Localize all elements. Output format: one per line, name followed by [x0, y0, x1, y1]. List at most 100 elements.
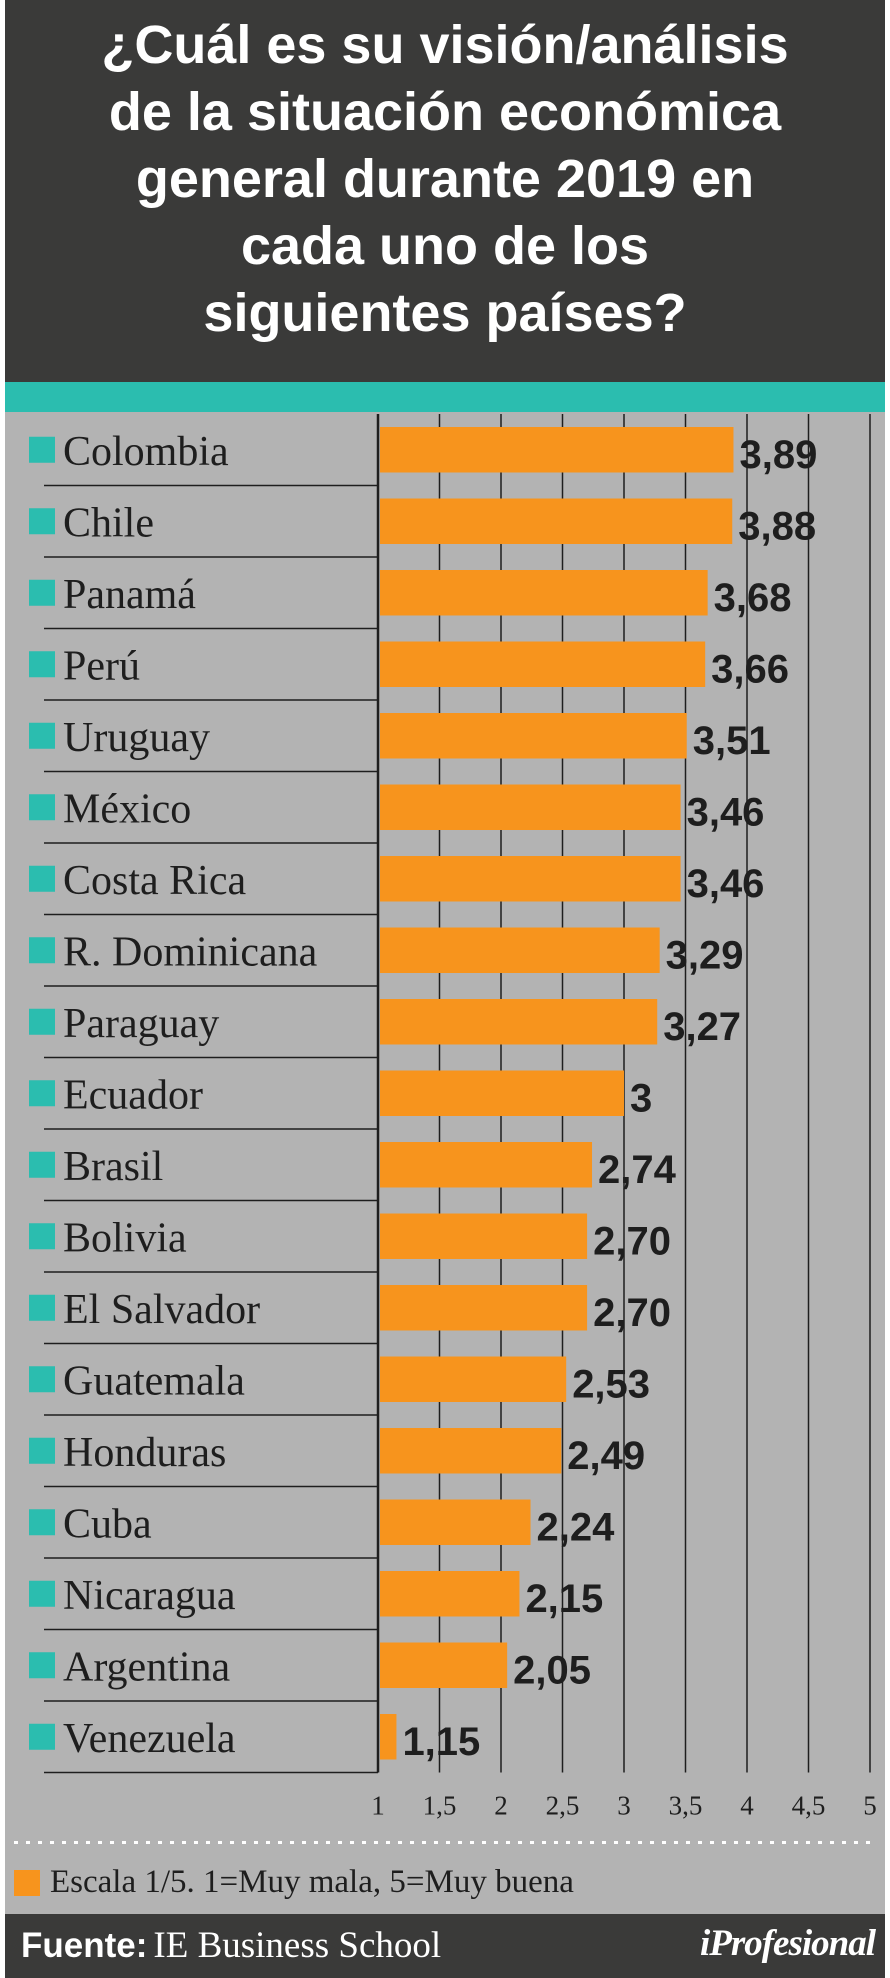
- value-label: 2,24: [537, 1505, 616, 1549]
- value-label: 3,46: [687, 862, 765, 906]
- legend: Escala 1/5. 1=Muy mala, 5=Muy buena: [14, 1864, 574, 1901]
- header: ¿Cuál es su visión/análisis de la situac…: [5, 0, 885, 382]
- row-layer: Colombia Chile Panamá Perú Uruguay México Cost…: [29, 429, 378, 1774]
- bar: [380, 1428, 562, 1474]
- value-label: 3,27: [663, 1005, 741, 1049]
- bar: [380, 1642, 508, 1688]
- legend-swatch: [14, 1869, 40, 1896]
- value-label: 3: [630, 1076, 652, 1120]
- category-label: R. Dominicana: [63, 929, 318, 975]
- value-label: 3,51: [693, 719, 771, 763]
- category-label: Perú: [63, 643, 140, 689]
- bar: [380, 1070, 624, 1116]
- x-tick-label: 2: [494, 1791, 508, 1821]
- bar: [380, 498, 733, 544]
- category-label: Bolivia: [63, 1215, 187, 1261]
- bar: [380, 856, 681, 902]
- category-label: Ecuador: [63, 1072, 203, 1118]
- category-marker: [29, 651, 55, 678]
- value-label: 3,46: [687, 790, 765, 834]
- category-marker: [29, 579, 55, 606]
- legend-label: Escala 1/5. 1=Muy mala, 5=Muy buena: [50, 1864, 574, 1900]
- category-label: Costa Rica: [63, 858, 246, 904]
- category-marker: [29, 794, 55, 821]
- bar: [380, 641, 706, 687]
- category-label: Panamá: [63, 572, 196, 618]
- category-marker: [29, 1294, 55, 1321]
- tick-layer: 1 1,5 2 2,5 3 3,5 4 4,5 5: [371, 1791, 877, 1821]
- footer: Fuente: IE Business School iProfesional: [5, 1914, 885, 1978]
- category-label: Venezuela: [63, 1716, 236, 1762]
- value-label: 3,66: [711, 647, 789, 691]
- category-marker: [29, 1652, 55, 1679]
- chart-title: ¿Cuál es su visión/análisis de la situac…: [101, 15, 789, 343]
- category-marker: [29, 1509, 55, 1536]
- bar: [380, 1213, 588, 1259]
- x-tick-label: 1,5: [423, 1791, 457, 1821]
- category-marker: [29, 1580, 55, 1607]
- category-marker: [29, 865, 55, 892]
- brand-logo: iProfesional: [699, 1923, 876, 1964]
- x-tick-label: 4: [740, 1791, 754, 1821]
- category-label: Guatemala: [63, 1358, 245, 1404]
- category-marker: [29, 1080, 55, 1107]
- bar: [380, 1571, 520, 1617]
- bar: [380, 1714, 397, 1760]
- category-label: Cuba: [63, 1501, 152, 1547]
- value-label: 1,15: [402, 1720, 480, 1764]
- x-tick-label: 2,5: [546, 1791, 580, 1821]
- bar: [380, 713, 687, 759]
- value-label: 2,70: [593, 1219, 671, 1263]
- category-marker: [29, 937, 55, 964]
- category-marker: [29, 1723, 55, 1750]
- category-label: Argentina: [63, 1644, 231, 1690]
- value-label: 2,15: [525, 1577, 603, 1621]
- value-label: 2,05: [513, 1648, 591, 1692]
- category-label: Brasil: [63, 1144, 163, 1190]
- x-tick-label: 5: [863, 1791, 877, 1821]
- value-label: 2,53: [572, 1362, 650, 1406]
- bar: [380, 570, 708, 616]
- category-label: Nicaragua: [63, 1573, 236, 1619]
- category-label: Colombia: [63, 429, 229, 475]
- value-label: 3,29: [666, 933, 744, 977]
- value-label: 3,88: [738, 504, 816, 548]
- category-marker: [29, 508, 55, 535]
- category-label: Chile: [63, 500, 154, 546]
- category-marker: [29, 722, 55, 749]
- category-label: Honduras: [63, 1430, 226, 1476]
- bar: [380, 999, 658, 1045]
- bar: [380, 784, 681, 830]
- category-marker: [29, 1437, 55, 1464]
- value-label: 2,70: [593, 1291, 671, 1335]
- bar: [380, 1499, 531, 1545]
- value-label: 2,49: [567, 1434, 645, 1478]
- source: Fuente: IE Business School: [21, 1924, 441, 1967]
- bar: [380, 927, 660, 973]
- bar: [380, 427, 734, 473]
- source-name: IE Business School: [153, 1925, 442, 1966]
- category-label: Paraguay: [63, 1001, 219, 1047]
- x-tick-label: 3,5: [669, 1791, 703, 1821]
- bar: [380, 1285, 588, 1331]
- value-label: 3,68: [714, 576, 792, 620]
- x-tick-label: 1: [371, 1791, 385, 1821]
- bar: [380, 1356, 567, 1402]
- category-marker: [29, 1151, 55, 1178]
- teal-band: [5, 382, 885, 412]
- category-marker: [29, 1223, 55, 1250]
- value-label: 3,89: [739, 433, 817, 477]
- category-label: El Salvador: [63, 1287, 260, 1333]
- category-label: Uruguay: [63, 715, 210, 761]
- bar-layer: 3,89 3,88 3,68 3,66 3,51 3,46 3,46 3,29 3,273 2,7…: [380, 427, 817, 1764]
- x-tick-label: 3: [617, 1791, 631, 1821]
- category-label: México: [63, 786, 191, 832]
- bar: [380, 1142, 593, 1188]
- x-tick-label: 4,5: [792, 1791, 826, 1821]
- value-label: 2,74: [598, 1148, 677, 1192]
- category-marker: [29, 436, 55, 463]
- category-marker: [29, 1008, 55, 1035]
- category-marker: [29, 1366, 55, 1393]
- source-label: Fuente:: [21, 1926, 148, 1965]
